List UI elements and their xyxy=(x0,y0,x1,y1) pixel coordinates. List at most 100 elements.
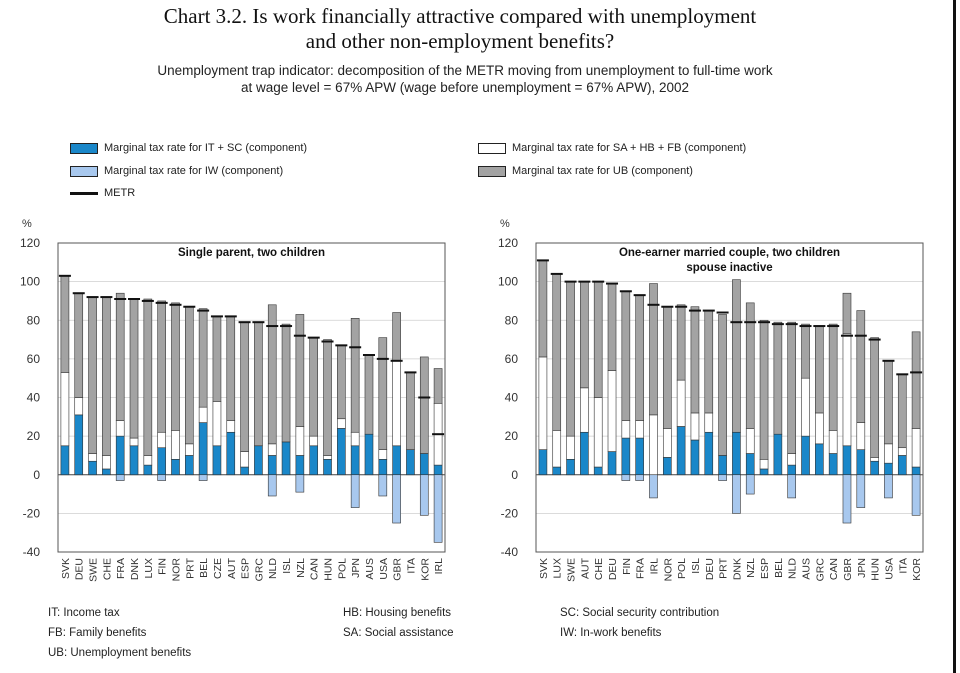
bar-segment-sahbfb xyxy=(115,420,125,437)
chart-subtitle-line-1: Unemployment trap indicator: decompositi… xyxy=(157,63,773,78)
bar-segment-sahbfb xyxy=(593,397,603,468)
bar-segment-ub xyxy=(198,308,208,408)
bar-segment-ub xyxy=(787,321,797,454)
bar-segment-itsc xyxy=(870,460,879,476)
bar-segment-sahbfb xyxy=(566,435,575,460)
bar-segment-ub xyxy=(88,296,97,454)
bar-segment-itsc xyxy=(171,459,180,476)
bar-segment-ub xyxy=(773,321,783,435)
bar-segment-ub xyxy=(129,298,139,439)
bar-segment-itsc xyxy=(157,447,166,476)
x-tick-label: NOR xyxy=(662,558,674,582)
x-tick-label: FRA xyxy=(115,558,127,579)
bar-segment-itsc xyxy=(635,437,644,476)
bar-segment-itsc xyxy=(267,455,277,476)
panel-title-line-2: spouse inactive xyxy=(686,262,772,274)
x-tick-label: USA xyxy=(378,558,390,580)
bar-segment-itsc xyxy=(856,449,866,476)
bar-segment-ub xyxy=(649,283,658,416)
x-tick-label: SVK xyxy=(538,558,550,579)
bar-segment-iw xyxy=(745,474,755,495)
bar-segment-sahbfb xyxy=(607,370,617,452)
bar-segment-ub xyxy=(295,314,305,427)
bar-segment-iw xyxy=(842,474,852,524)
bar-segment-sahbfb xyxy=(378,449,388,460)
bar-segment-itsc xyxy=(419,453,429,476)
legend-item-metr: METR xyxy=(70,186,135,200)
bar-segment-sahbfb xyxy=(129,437,139,447)
chart-one-earner-couple: % -40 -20 0 20 40 60 80 100 120 One-earner married… xyxy=(498,218,924,582)
bar-segment-ub xyxy=(115,292,125,421)
bar-segment-sahbfb xyxy=(538,356,548,450)
bar-segment-itsc xyxy=(102,468,111,476)
legend-label-metr: METR xyxy=(104,187,136,199)
bar-segment-itsc xyxy=(801,435,810,476)
x-tick-label: FIN xyxy=(157,558,169,575)
bar-segment-ub xyxy=(745,302,755,429)
x-tick-label: DEU xyxy=(607,558,619,580)
x-tick-label: PRT xyxy=(718,557,730,578)
legend-swatch-sahbfb xyxy=(478,142,506,154)
bar-segment-sahbfb xyxy=(815,412,824,445)
bar-segment-sahbfb xyxy=(295,426,305,456)
bar-segment-ub xyxy=(323,339,332,456)
x-tick-label: GBR xyxy=(392,558,404,581)
bar-segment-iw xyxy=(157,474,166,481)
bar-segment-sahbfb xyxy=(787,453,797,466)
bar-segment-ub xyxy=(856,310,866,423)
bar-segment-ub xyxy=(337,345,346,420)
x-tick-label: NZL xyxy=(295,558,307,578)
bar-segment-itsc xyxy=(184,455,194,476)
bar-segment-itsc xyxy=(607,451,617,476)
bar-segment-ub xyxy=(267,304,277,445)
chart-title-line-1: Chart 3.2. Is work financially attractiv… xyxy=(163,4,757,28)
bar-segment-ub xyxy=(676,304,686,381)
bar-segment-itsc xyxy=(815,443,824,476)
y-tick-label: 120 xyxy=(20,236,40,250)
bar-segment-iw xyxy=(419,474,429,516)
bar-segment-iw xyxy=(115,474,125,481)
bar-segment-sahbfb xyxy=(267,443,277,456)
x-tick-label: KOR xyxy=(911,558,923,581)
bar-segment-sahbfb xyxy=(856,422,866,450)
bar-segment-sahbfb xyxy=(198,406,208,423)
bar-segment-sahbfb xyxy=(662,428,672,458)
bar-segment-sahbfb xyxy=(392,360,401,447)
legend-item-ub: Marginal tax rate for UB (component) xyxy=(478,164,693,178)
bar-segment-ub xyxy=(897,374,907,449)
bar-segment-itsc xyxy=(60,445,70,476)
x-tick-label: PRT xyxy=(184,557,196,578)
x-tick-label: GBR xyxy=(842,558,854,581)
bar-segment-ub xyxy=(406,372,415,450)
bar-segment-sahbfb xyxy=(171,430,180,460)
legend-label-sahbfb: Marginal tax rate for SA + HB + FB (comp… xyxy=(512,142,747,154)
bar-segment-itsc xyxy=(406,449,415,476)
bar-segment-itsc xyxy=(143,464,153,476)
bar-segment-itsc xyxy=(593,466,603,476)
bar-segment-sahbfb xyxy=(897,447,907,456)
legend-label-ub: Marginal tax rate for UB (component) xyxy=(512,165,693,177)
bar-segment-ub xyxy=(884,360,893,445)
bar-segment-ub xyxy=(281,323,291,443)
chart-single-parent: % -40 -20 0 20 40 60 80 100 120 Single parent, two… xyxy=(20,218,446,582)
bar-segment-itsc xyxy=(787,464,797,476)
x-tick-label: BEL xyxy=(773,558,785,578)
bar-segment-itsc xyxy=(552,466,562,476)
bar-segment-sahbfb xyxy=(704,412,714,433)
x-tick-label: GRC xyxy=(814,558,826,582)
bar-segment-itsc xyxy=(88,460,97,476)
y-axis-unit: % xyxy=(22,218,32,230)
bar-segment-ub xyxy=(718,314,727,456)
bar-segment-itsc xyxy=(309,445,319,476)
bar-segment-iw xyxy=(198,474,208,481)
bar-segment-itsc xyxy=(240,466,249,476)
bar-segment-ub xyxy=(635,294,644,421)
legend-swatch-metr xyxy=(70,191,98,195)
bar-segment-ub xyxy=(801,323,810,379)
bar-segment-sahbfb xyxy=(337,418,346,429)
chart-title: Chart 3.2. Is work financially attractiv… xyxy=(0,4,920,54)
x-tick-label: JPN xyxy=(856,558,868,578)
plot-frame xyxy=(535,242,924,553)
chart-subtitle: Unemployment trap indicator: decompositi… xyxy=(0,62,930,96)
x-tick-label: ISL xyxy=(690,558,702,574)
